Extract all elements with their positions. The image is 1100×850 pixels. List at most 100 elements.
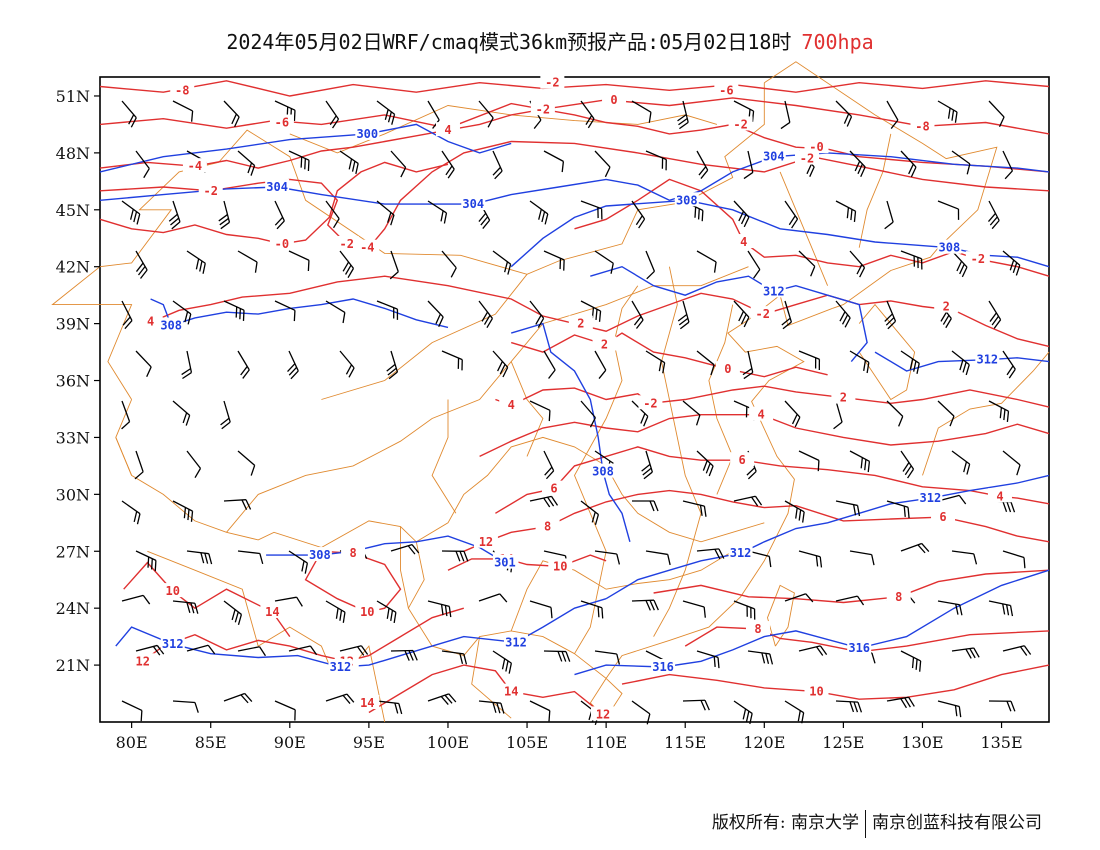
label-bg <box>602 91 627 106</box>
wind-barb <box>543 450 555 480</box>
lon-tick-label: 115E <box>664 733 706 752</box>
label-bg <box>975 351 1000 366</box>
wind-barb <box>645 550 671 566</box>
border-segment <box>431 399 457 514</box>
wind-barb <box>696 250 717 273</box>
wind-barb <box>1002 645 1032 656</box>
height-label: 312 <box>730 546 752 560</box>
wind-barb <box>733 200 750 228</box>
height-label: 304 <box>763 150 785 164</box>
temperature-contour <box>495 385 1050 408</box>
label-bg <box>918 490 943 505</box>
wind-barbs <box>121 100 1032 726</box>
lon-tick-label: 80E <box>116 733 148 752</box>
wind-barb <box>172 500 194 522</box>
wind-barb <box>784 200 799 229</box>
lon-tick-label: 110E <box>585 733 627 752</box>
wind-barb <box>696 150 709 179</box>
height-label: 308 <box>309 548 331 562</box>
wind-barb <box>390 649 418 661</box>
label-bg <box>355 603 380 618</box>
wind-barb <box>900 150 917 178</box>
temperature-label: 8 <box>895 590 902 604</box>
temperature-contour <box>368 664 604 715</box>
wind-barb <box>835 595 865 606</box>
temperature-label: 14 <box>265 605 279 619</box>
border-lines <box>51 61 1050 723</box>
lon-tick-label: 105E <box>506 733 548 752</box>
border-segment <box>510 361 544 457</box>
lat-tick-label: 33N <box>56 428 90 447</box>
label-bg <box>461 196 486 211</box>
footer-company: 南京创蓝科技有限公司 <box>872 813 1042 833</box>
temperature-label: 2 <box>840 391 847 405</box>
wind-barb <box>645 150 667 171</box>
wind-barb <box>937 100 958 123</box>
temperature-label: 0 <box>724 362 731 376</box>
label-bg <box>847 640 872 655</box>
wind-barb <box>733 700 753 725</box>
wind-barb <box>492 350 509 378</box>
wind-barb <box>121 300 133 330</box>
wind-barb <box>780 100 791 130</box>
wind-barb <box>594 550 621 565</box>
lat-tick-label: 24N <box>56 599 90 618</box>
temperature-contour <box>479 414 1050 458</box>
wind-barb <box>835 700 863 713</box>
height-label: 312 <box>330 660 352 674</box>
wind-barb <box>682 699 710 711</box>
wind-barb <box>288 645 318 656</box>
lon-tick-label: 95E <box>353 733 385 752</box>
wind-barb <box>951 150 971 175</box>
wind-barb <box>325 600 346 623</box>
label-bg <box>931 509 956 524</box>
wind-barb <box>121 200 141 225</box>
wind-barb <box>529 495 559 508</box>
wind-barb <box>390 543 420 555</box>
wind-barb <box>441 550 469 562</box>
label-bg <box>965 251 990 266</box>
wind-barb <box>747 250 761 279</box>
height-label: 312 <box>505 635 527 649</box>
label-bg <box>934 298 959 313</box>
wind-barb <box>325 200 340 229</box>
label-bg <box>804 139 829 154</box>
wind-barb <box>747 650 774 665</box>
label-bg <box>499 397 524 412</box>
label-bg <box>530 101 555 116</box>
wind-barb <box>645 350 666 374</box>
wind-barb <box>798 550 823 568</box>
label-bg <box>728 116 753 131</box>
plot-frame <box>99 76 1050 723</box>
wind-barb <box>237 550 264 565</box>
label-bg <box>307 547 332 562</box>
label-bg <box>590 463 615 478</box>
label-bg <box>334 235 359 250</box>
wind-barb <box>237 150 256 176</box>
height-contour <box>590 265 868 363</box>
label-bg <box>592 336 617 351</box>
map-title: 2024年05月02日WRF/cmaq模式36km预报产品:05月02日18时 7… <box>0 26 1100 55</box>
wind-barb <box>181 350 193 380</box>
wind-barb <box>172 400 191 426</box>
border-segment <box>858 133 892 248</box>
wind-barb <box>376 100 396 125</box>
wind-barb <box>1002 450 1021 476</box>
wind-barb <box>478 700 505 714</box>
temperature-label: 8 <box>349 546 356 560</box>
wind-barb <box>988 300 1002 329</box>
label-bg <box>750 306 775 321</box>
lat-tick-label: 42N <box>56 258 90 277</box>
border-segment <box>653 266 702 637</box>
temperature-contour <box>510 332 828 378</box>
wind-barb <box>849 550 875 566</box>
wind-barb <box>1002 550 1026 569</box>
wind-barb <box>237 450 256 476</box>
height-label: 312 <box>920 491 942 505</box>
wind-barb <box>325 693 355 705</box>
label-bg <box>761 148 786 163</box>
wind-barb <box>988 600 1014 617</box>
wind-barb <box>339 350 355 378</box>
label-bg <box>638 395 663 410</box>
temperature-label: -2 <box>755 307 769 321</box>
